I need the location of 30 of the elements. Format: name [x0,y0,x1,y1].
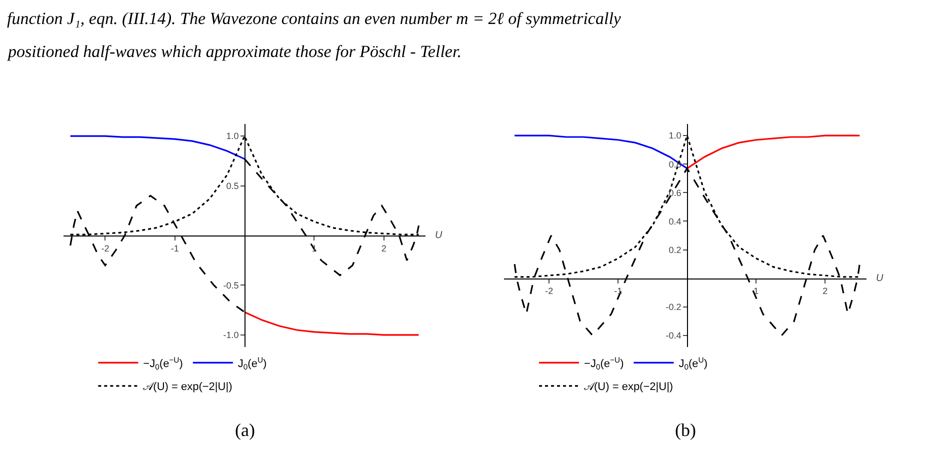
x-tick-label: -2 [545,286,554,296]
y-tick-label: 0.2 [668,244,682,255]
text: positioned half-waves which approximate those for Pöschl - Teller. [7,42,462,61]
y-tick-label: 0.4 [668,216,682,226]
x-tick-label: -1 [170,243,179,254]
x-tick-label: 1 [754,286,759,296]
y-tick-label: -0.2 [666,302,682,312]
legend-label: −J$_{0}$(e$^{−U}$) [143,355,183,372]
x-axis-title: U [876,273,884,284]
x-tick-label: -2 [101,243,110,254]
text: (a) [235,420,255,440]
x-tick-label: -1 [614,286,622,296]
x-tick-label: 2 [822,286,828,296]
y-tick-label: 0.5 [226,180,239,191]
legend-label: 𝒜(U) = exp(−2|U|) [143,381,232,394]
legend-label: J$_{0}$(e$^{U}$) [678,355,708,372]
y-tick-label: -1.0 [223,330,239,340]
legend-label: 𝒜(U) = exp(−2|U|) [584,381,674,394]
y-tick-label: 1.0 [226,131,239,142]
y-tick-label: 0.6 [668,188,682,198]
x-tick-label: 2 [381,243,386,254]
legend-label: J$_{0}$(e$^{U}$) [238,355,267,372]
text: function J₁, eqn. (III.14). The Wavezone contains an even number m = 2ℓ of symmetrically [7,9,622,28]
x-axis-title: U [435,230,443,241]
y-tick-label: 0.8 [668,159,682,170]
legend-label: −J$_{0}$(e$^{−U}$) [584,355,624,372]
y-tick-label: -0.4 [666,330,682,341]
text: (b) [675,420,696,440]
y-tick-label: -0.5 [223,280,239,290]
y-tick-label: 1.0 [668,130,682,141]
